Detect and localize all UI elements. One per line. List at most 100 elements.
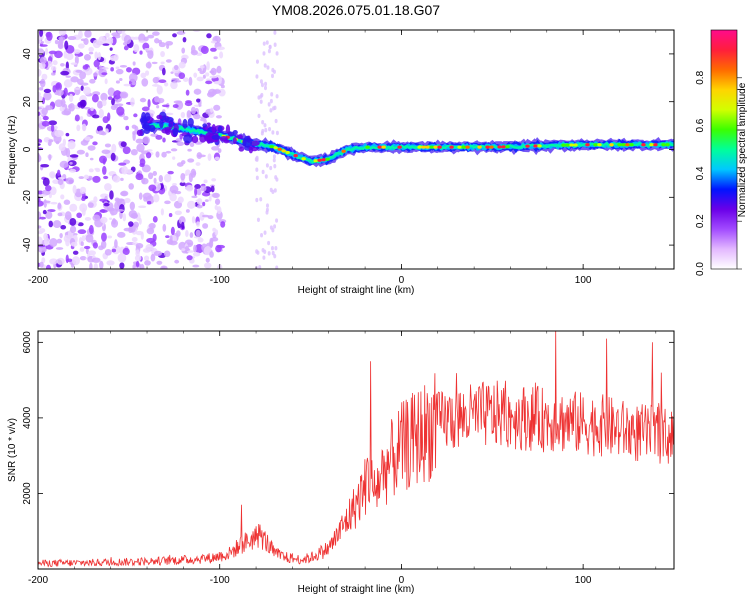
noise-speckle <box>145 61 152 69</box>
noise-speckle <box>72 256 80 266</box>
noise-speckle <box>130 97 135 107</box>
noise-speckle <box>76 212 83 219</box>
noise-speckle <box>273 30 277 35</box>
snr-y-tick-label: 2000 <box>22 482 33 505</box>
noise-speckle <box>109 217 113 220</box>
noise-speckle <box>41 107 48 116</box>
ridge-blob <box>136 129 143 137</box>
noise-speckle <box>220 84 225 89</box>
noise-speckle <box>59 106 66 112</box>
noise-speckle <box>90 107 94 112</box>
noise-speckle <box>65 75 72 78</box>
ridge-hotspot <box>293 153 298 158</box>
ridge-blob <box>141 111 146 122</box>
ridge-hotspot <box>477 145 482 149</box>
noise-speckle <box>131 81 137 86</box>
noise-speckle <box>168 213 173 218</box>
noise-speckle <box>114 197 120 203</box>
noise-speckle <box>193 113 201 120</box>
noise-speckle <box>151 61 158 65</box>
noise-speckle <box>142 136 151 145</box>
noise-speckle <box>59 233 63 239</box>
heatmap-y-tick-label: 0 <box>22 146 33 152</box>
noise-speckle <box>196 204 203 209</box>
noise-speckle <box>45 105 53 111</box>
noise-speckle <box>39 56 47 64</box>
noise-speckle <box>115 66 120 70</box>
noise-speckle <box>216 65 222 74</box>
noise-speckle <box>76 124 81 132</box>
noise-speckle <box>129 201 135 211</box>
noise-speckle <box>138 217 142 225</box>
noise-speckle <box>80 85 84 91</box>
noise-speckle <box>95 168 101 173</box>
noise-speckle <box>210 67 217 76</box>
noise-speckle <box>120 177 124 181</box>
noise-speckle <box>54 99 64 108</box>
noise-speckle <box>79 116 84 121</box>
noise-speckle <box>71 232 78 236</box>
noise-speckle <box>257 113 261 119</box>
noise-speckle <box>220 221 226 228</box>
noise-speckle <box>145 152 152 159</box>
noise-speckle <box>39 44 48 47</box>
noise-speckle <box>208 195 212 202</box>
noise-speckle <box>158 79 167 84</box>
noise-speckle <box>214 198 221 205</box>
noise-speckle <box>73 49 81 54</box>
noise-speckle <box>78 176 85 180</box>
ridge-hotspot <box>273 146 278 150</box>
noise-speckle <box>216 46 225 51</box>
noise-speckle <box>275 218 279 223</box>
noise-speckle <box>265 210 269 215</box>
heatmap-y-tick-label: 20 <box>22 96 33 108</box>
noise-speckle <box>48 50 58 55</box>
ridge-hotspot <box>313 159 318 163</box>
noise-speckle <box>49 237 58 247</box>
noise-speckle <box>110 104 118 110</box>
colorbar-frame <box>710 29 738 270</box>
ridge-hotspot <box>629 143 634 147</box>
noise-speckle <box>209 239 214 248</box>
snr-x-tick-label: 100 <box>575 575 592 586</box>
noise-speckle <box>140 72 147 79</box>
noise-speckle <box>163 250 171 258</box>
noise-speckle <box>147 34 155 39</box>
snr-x-tick-label: 0 <box>399 575 405 586</box>
noise-speckle <box>184 101 193 107</box>
ridge-hotspot <box>593 143 598 147</box>
ridge-blob <box>172 127 179 137</box>
noise-speckle <box>81 197 86 202</box>
ridge-hotspot <box>649 143 654 147</box>
noise-speckle <box>104 183 112 191</box>
noise-speckle <box>93 59 100 68</box>
noise-speckle <box>255 197 259 203</box>
noise-speckle <box>120 141 127 148</box>
heatmap-y-tick-label: -40 <box>22 237 33 252</box>
noise-speckle <box>264 127 268 133</box>
noise-speckle <box>139 97 147 103</box>
noise-speckle <box>266 203 270 208</box>
noise-speckle <box>138 205 147 209</box>
noise-speckle <box>259 99 263 104</box>
noise-speckle <box>92 141 98 146</box>
noise-speckle <box>260 232 264 238</box>
noise-speckle <box>100 67 109 70</box>
noise-speckle <box>151 84 160 87</box>
noise-speckle <box>273 42 277 47</box>
heatmap-ridge <box>136 111 674 168</box>
noise-speckle <box>49 258 58 265</box>
snr-x-axis-label: Height of straight line (km) <box>298 584 415 595</box>
noise-speckle <box>192 252 201 257</box>
noise-speckle <box>60 225 67 230</box>
noise-speckle <box>67 104 73 109</box>
noise-speckle <box>79 255 87 261</box>
noise-speckle <box>190 49 198 56</box>
ridge-hotspot <box>505 145 510 149</box>
noise-speckle <box>170 81 178 90</box>
heatmap-x-axis-label: Height of straight line (km) <box>298 285 415 296</box>
noise-speckle <box>42 200 51 204</box>
ridge-hotspot <box>501 145 506 149</box>
noise-speckle <box>255 175 259 181</box>
